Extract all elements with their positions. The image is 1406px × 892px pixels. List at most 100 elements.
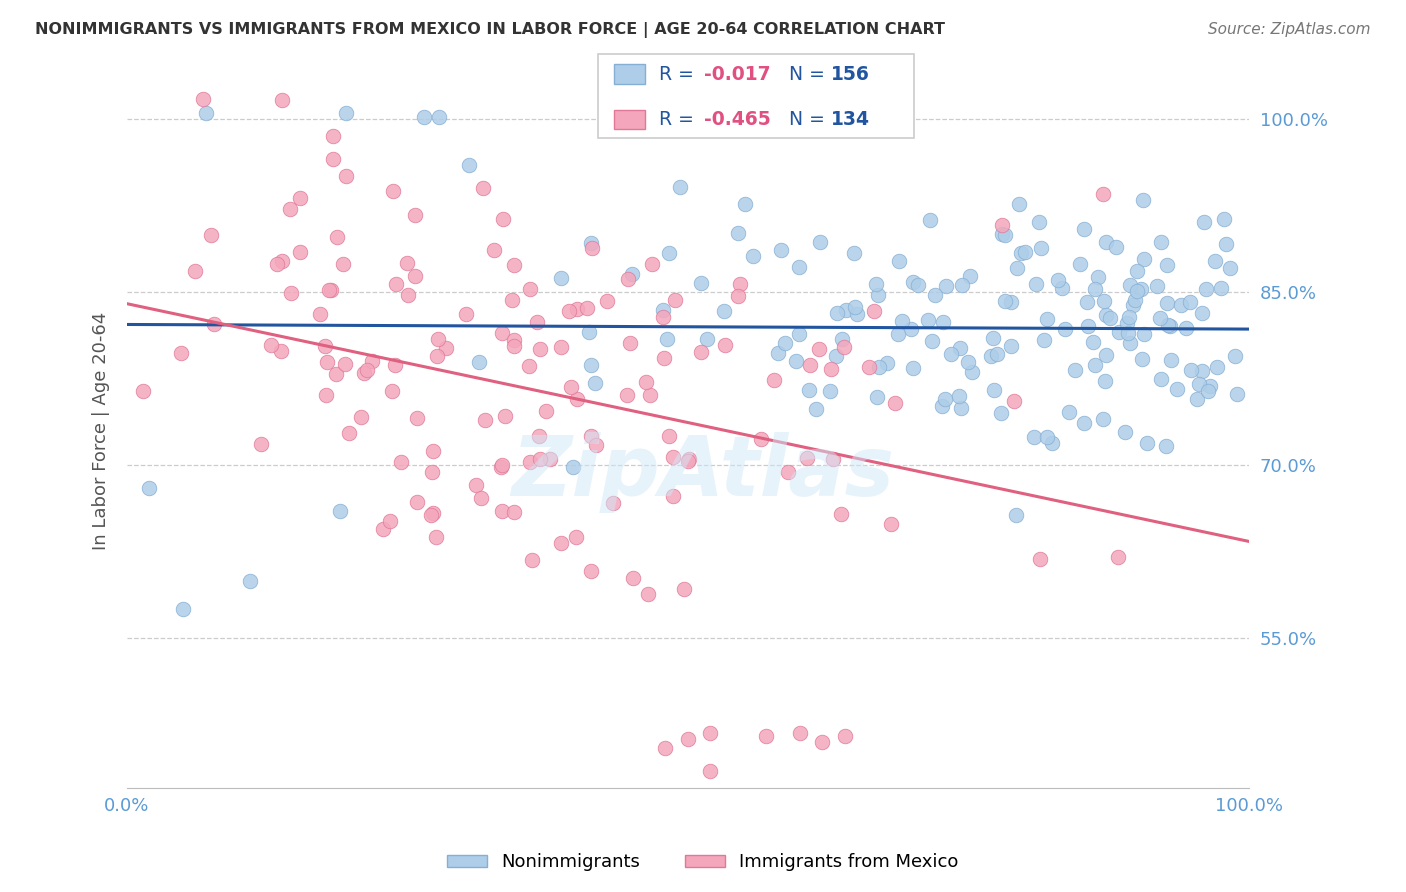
Point	[1150, 372, 1173, 386]
Point	[1157, 318, 1180, 333]
Point	[742, 249, 765, 263]
Point	[172, 602, 194, 616]
Text: ZipAtlas: ZipAtlas	[512, 433, 894, 513]
Point	[1063, 362, 1085, 376]
Point	[585, 438, 607, 452]
Point	[619, 335, 641, 350]
Point	[396, 287, 419, 301]
Point	[941, 346, 963, 360]
Point	[578, 325, 600, 339]
Point	[321, 283, 343, 297]
Point	[503, 339, 526, 353]
Text: R =: R =	[659, 64, 700, 84]
Point	[950, 277, 973, 292]
Point	[550, 535, 572, 549]
Text: R =: R =	[659, 110, 700, 129]
Point	[538, 451, 561, 466]
Point	[381, 384, 404, 399]
Point	[1036, 312, 1059, 326]
Point	[260, 337, 283, 351]
Point	[1084, 281, 1107, 295]
Point	[1219, 261, 1241, 276]
Point	[322, 128, 344, 143]
Point	[1160, 352, 1182, 367]
Point	[769, 243, 792, 257]
Point	[799, 358, 821, 372]
Point	[749, 432, 772, 446]
Point	[318, 283, 340, 297]
Point	[384, 358, 406, 372]
Point	[907, 277, 929, 292]
Point	[579, 429, 602, 443]
Point	[831, 332, 853, 346]
Point	[427, 110, 450, 124]
Point	[664, 293, 686, 307]
Point	[1002, 394, 1025, 409]
Point	[651, 310, 673, 324]
Point	[335, 106, 357, 120]
Text: Source: ZipAtlas.com: Source: ZipAtlas.com	[1208, 22, 1371, 37]
Point	[713, 304, 735, 318]
Point	[1105, 240, 1128, 254]
Point	[325, 367, 347, 381]
Point	[389, 455, 412, 469]
Text: 156: 156	[831, 64, 870, 84]
Point	[491, 458, 513, 472]
Point	[1047, 272, 1070, 286]
Point	[502, 334, 524, 348]
Point	[924, 288, 946, 302]
Point	[413, 110, 436, 124]
Point	[1192, 215, 1215, 229]
Point	[990, 406, 1012, 420]
Text: NONIMMIGRANTS VS IMMIGRANTS FROM MEXICO IN LABOR FORCE | AGE 20-64 CORRELATION C: NONIMMIGRANTS VS IMMIGRANTS FROM MEXICO …	[35, 22, 945, 38]
Point	[581, 236, 603, 251]
Point	[1180, 362, 1202, 376]
Point	[1133, 252, 1156, 266]
Point	[696, 332, 718, 346]
Point	[652, 351, 675, 365]
Point	[832, 340, 855, 354]
Point	[1010, 246, 1032, 260]
Point	[676, 731, 699, 746]
Point	[935, 279, 957, 293]
Point	[522, 552, 544, 566]
Point	[991, 227, 1014, 242]
Point	[1092, 293, 1115, 308]
Point	[842, 246, 865, 260]
Point	[949, 341, 972, 355]
Point	[1033, 333, 1056, 347]
Point	[983, 383, 1005, 397]
Point	[138, 481, 160, 495]
Point	[676, 454, 699, 468]
Point	[288, 191, 311, 205]
Point	[333, 357, 356, 371]
Point	[804, 401, 827, 416]
Point	[361, 353, 384, 368]
Point	[1125, 264, 1147, 278]
Point	[184, 263, 207, 277]
Point	[202, 317, 225, 331]
Point	[661, 450, 683, 464]
Point	[891, 314, 914, 328]
Point	[519, 359, 541, 373]
Point	[823, 452, 845, 467]
Point	[763, 373, 786, 387]
Point	[917, 313, 939, 327]
Point	[657, 332, 679, 346]
Point	[567, 301, 589, 316]
Point	[1223, 349, 1246, 363]
Point	[1036, 430, 1059, 444]
Point	[595, 294, 617, 309]
Point	[1077, 318, 1099, 333]
Point	[1005, 508, 1028, 522]
Point	[994, 294, 1017, 309]
Point	[1204, 253, 1226, 268]
Point	[519, 282, 541, 296]
Point	[529, 451, 551, 466]
Point	[1149, 311, 1171, 326]
Point	[426, 332, 449, 346]
Point	[621, 571, 644, 585]
Point	[690, 345, 713, 359]
Point	[200, 227, 222, 242]
Point	[322, 152, 344, 166]
